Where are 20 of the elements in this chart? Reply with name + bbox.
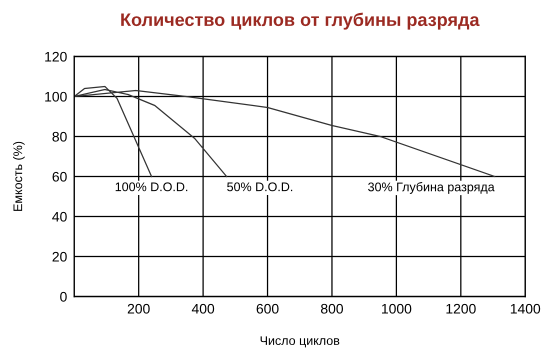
x-axis-title: Число циклов	[260, 336, 340, 348]
y-tick-label: 40	[52, 212, 67, 222]
annotation: 30% Глубина разряда	[368, 182, 495, 194]
x-tick-label: 200	[128, 304, 150, 314]
y-tick-label: 80	[52, 132, 67, 142]
annotation: 100% D.O.D.	[116, 182, 188, 192]
y-tick-label: 100	[45, 92, 67, 102]
x-tick-label: 400	[192, 304, 214, 314]
x-tick-label: 1000	[382, 304, 412, 314]
chart-title: Количество циклов от глубины разряда	[121, 12, 480, 30]
x-tick-label: 1400	[510, 304, 540, 314]
y-tick-label: 120	[45, 52, 67, 62]
y-tick-label: 60	[52, 172, 67, 182]
x-tick-label: 800	[320, 304, 344, 314]
x-tick-label: 1200	[446, 304, 476, 314]
x-tick-label: 600	[256, 304, 279, 314]
y-axis-title: Емкость (%)	[13, 142, 25, 211]
y-tick-label: 0	[60, 292, 67, 302]
annotation: 50% D.O.D.	[227, 182, 292, 192]
y-tick-label: 20	[52, 252, 67, 262]
